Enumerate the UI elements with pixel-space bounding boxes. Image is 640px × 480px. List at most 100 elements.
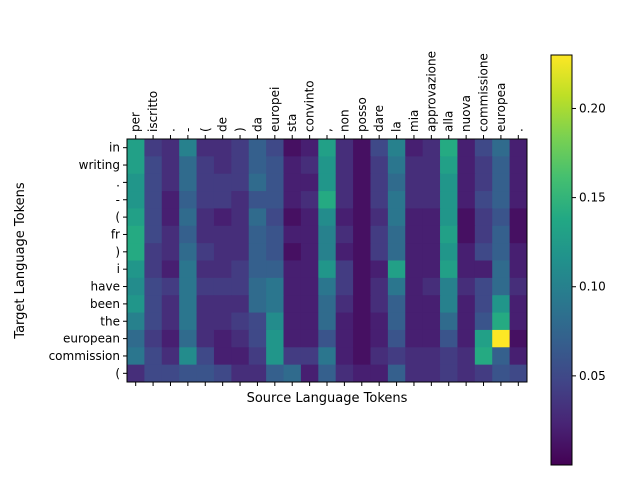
heatmap-cell <box>405 225 424 244</box>
heatmap-cell <box>144 139 163 157</box>
heatmap-cell <box>509 243 528 261</box>
heatmap-cell <box>266 329 285 348</box>
heatmap-cell <box>440 173 458 192</box>
heatmap-cell <box>509 225 528 244</box>
heatmap-cell <box>492 243 511 261</box>
heatmap-cell <box>509 295 528 314</box>
heatmap-cell <box>335 208 354 227</box>
x-tick-label: . <box>163 128 177 132</box>
heatmap-cell <box>144 277 163 296</box>
heatmap-cell <box>440 208 458 227</box>
heatmap-cell <box>213 329 232 348</box>
x-tick-label: approvazione <box>424 51 438 132</box>
heatmap-cell <box>474 173 493 192</box>
heatmap-cell <box>266 260 285 279</box>
x-tick-label: convinto <box>303 80 317 132</box>
heatmap-cell <box>283 139 302 157</box>
heatmap-cell <box>422 260 441 279</box>
heatmap-cell <box>457 156 476 175</box>
heatmap-cell <box>248 225 267 244</box>
heatmap-cell <box>127 191 145 209</box>
heatmap-cell <box>492 208 511 227</box>
heatmap-cell <box>474 191 493 209</box>
heatmap-cell <box>387 295 406 314</box>
heatmap-cell <box>335 225 354 244</box>
heatmap-cell <box>179 277 198 296</box>
colorbar-ticks: 0.05 0.10 0.15 0.20 <box>572 101 606 383</box>
heatmap-cell <box>127 312 145 331</box>
heatmap-cell <box>213 277 232 296</box>
y-tick-label: have <box>91 280 120 294</box>
heatmap-cell <box>161 173 180 192</box>
heatmap-cell <box>353 329 371 348</box>
heatmap-cell <box>335 312 354 331</box>
heatmap-cell <box>335 139 354 157</box>
heatmap-cell <box>144 364 163 383</box>
heatmap-cell <box>335 277 354 296</box>
heatmap-cell <box>492 364 511 383</box>
heatmap-cell <box>422 295 441 314</box>
heatmap-cell <box>387 347 406 366</box>
heatmap-cell <box>196 191 215 209</box>
heatmap-cell <box>318 277 337 296</box>
heatmap-cell <box>318 364 337 383</box>
heatmap-cell <box>474 277 493 296</box>
heatmap-cell <box>457 243 476 261</box>
heatmap-cell <box>161 208 180 227</box>
heatmap-cell <box>509 277 528 296</box>
x-tick-label: non <box>337 109 351 132</box>
heatmap-cell <box>179 208 198 227</box>
heatmap-cell <box>144 156 163 175</box>
heatmap-cell <box>127 260 145 279</box>
heatmap-cell <box>405 139 424 157</box>
heatmap-cell <box>161 347 180 366</box>
heatmap-cell <box>300 191 319 209</box>
y-axis-ticks: in writing. - (fr) i have been the european commi… <box>49 141 127 380</box>
heatmap-cell <box>213 191 232 209</box>
heatmap-cell <box>144 208 163 227</box>
heatmap-cell <box>387 312 406 331</box>
x-tick-label: , <box>320 128 334 132</box>
heatmap-cell <box>179 243 198 261</box>
heatmap-cell <box>196 225 215 244</box>
heatmap-cell <box>318 260 337 279</box>
heatmap-cell <box>196 364 215 383</box>
heatmap-cell <box>509 312 528 331</box>
heatmap-cell <box>127 225 145 244</box>
heatmap-cell <box>213 243 232 261</box>
y-tick-label: european <box>63 332 120 346</box>
heatmap-cell <box>335 295 354 314</box>
x-tick-label: alla <box>442 111 456 132</box>
x-tick-label: posso <box>355 97 369 132</box>
heatmap-cell <box>144 260 163 279</box>
heatmap-cell <box>231 312 250 331</box>
heatmap-cell <box>335 260 354 279</box>
heatmap-cell <box>405 364 424 383</box>
heatmap-cell <box>283 295 302 314</box>
heatmap-cell <box>370 173 389 192</box>
heatmap-cell <box>353 277 371 296</box>
heatmap-cell <box>492 312 511 331</box>
heatmap-cell <box>318 329 337 348</box>
heatmap-cell <box>353 243 371 261</box>
heatmap-cell <box>387 243 406 261</box>
heatmap-cell <box>196 260 215 279</box>
heatmap-cell <box>248 208 267 227</box>
heatmap-cell <box>509 156 528 175</box>
heatmap-cell <box>405 243 424 261</box>
heatmap-cell <box>474 139 493 157</box>
heatmap-cell <box>213 260 232 279</box>
heatmap-cell <box>440 156 458 175</box>
heatmap-cell <box>144 191 163 209</box>
heatmap-cell <box>370 260 389 279</box>
heatmap-cell <box>179 156 198 175</box>
heatmap-cell <box>370 329 389 348</box>
y-tick-label: ( <box>115 366 120 380</box>
heatmap-cell <box>127 364 145 383</box>
heatmap-cell <box>266 364 285 383</box>
heatmap-cell <box>248 312 267 331</box>
heatmap-cell <box>370 225 389 244</box>
colorbar-tick-label: 0.15 <box>579 191 606 205</box>
heatmap-cell <box>248 295 267 314</box>
